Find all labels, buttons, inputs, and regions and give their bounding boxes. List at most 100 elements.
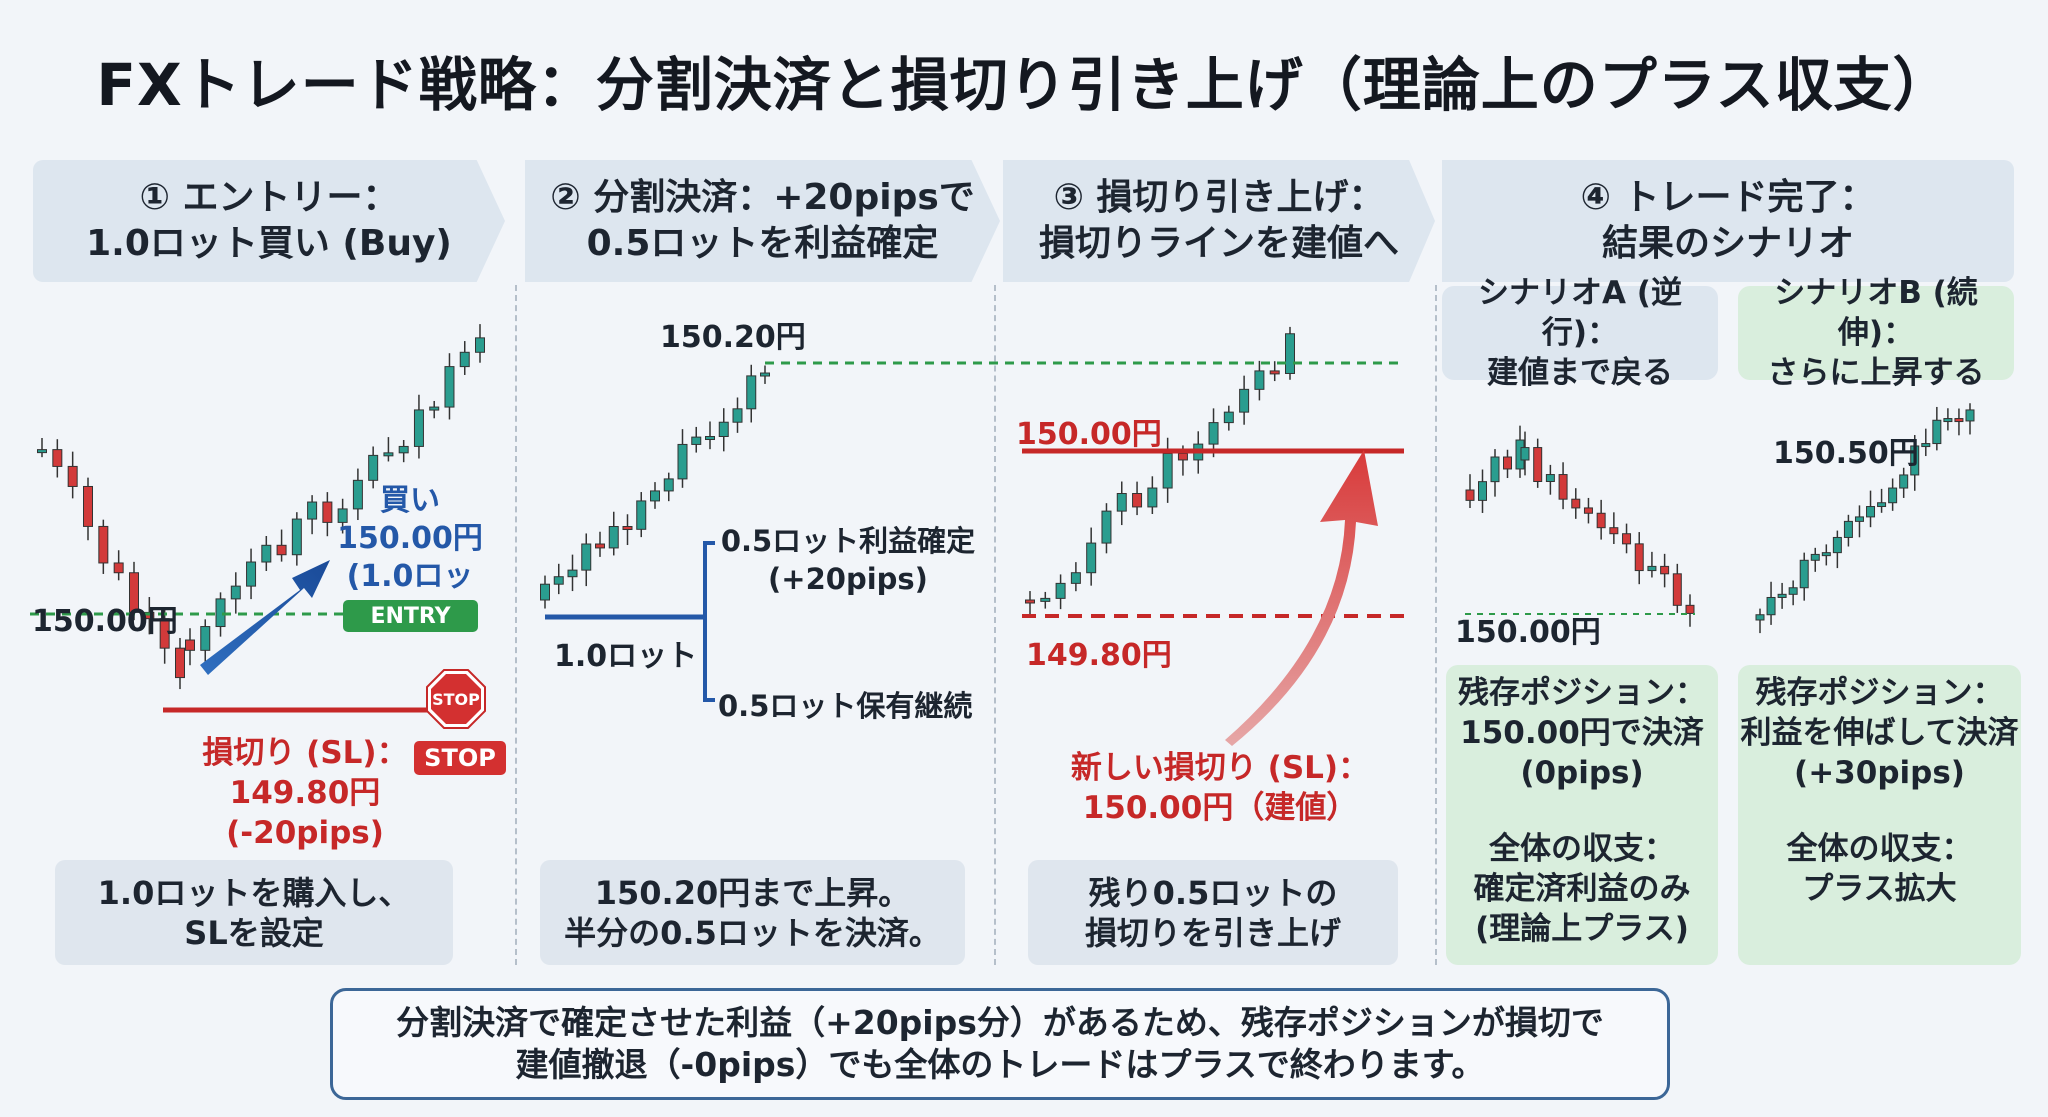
- candle-body: [337, 508, 348, 523]
- candle-body: [352, 479, 363, 510]
- scenario-b-price: 150.50円: [1773, 436, 1919, 471]
- step4-header: ④ トレード完了： 結果のシナリオ: [1442, 160, 2014, 282]
- candle-body: [1910, 445, 1920, 476]
- candle-body: [1465, 489, 1475, 501]
- candle-body: [1208, 422, 1219, 445]
- candle-body: [1685, 604, 1695, 614]
- candle-body: [1478, 481, 1487, 501]
- candle-body: [1660, 565, 1670, 575]
- candle-body: [1571, 498, 1581, 509]
- candle-body: [37, 449, 47, 454]
- candle-body: [1223, 411, 1234, 424]
- buy-arrow: [200, 560, 330, 675]
- candle-body: [1025, 599, 1035, 604]
- lot-label: 1.0ロット: [554, 639, 698, 674]
- candle-body: [1596, 512, 1606, 529]
- scenario-b-result: 残存ポジション： 利益を伸ばして決済 (+30pips) 全体の収支： プラス拡…: [1738, 665, 2021, 965]
- candle-body: [1162, 452, 1173, 489]
- candle-body: [1116, 493, 1127, 512]
- candle-body: [291, 518, 302, 556]
- branch-top-label: 0.5ロット利益確定 (+20pips): [720, 524, 976, 596]
- candle-body: [459, 351, 470, 368]
- panel1-note: 1.0ロットを購入し、 SLを設定: [55, 860, 453, 965]
- candle-body: [52, 449, 63, 467]
- candle-body: [1558, 474, 1568, 500]
- raise-sl-arrow: [1225, 450, 1378, 746]
- new-level-label: 150.00円: [1016, 417, 1162, 452]
- candle-body: [1888, 487, 1898, 504]
- scenario-a-title: シナリオA (逆行)： 建値まで戻る: [1442, 275, 1718, 391]
- candle-body: [1177, 452, 1188, 461]
- candle-body: [129, 572, 139, 613]
- candle-body: [185, 639, 195, 651]
- scenario-b-total: 全体の収支： プラス拡大: [1786, 831, 1973, 907]
- candle-body: [398, 445, 409, 454]
- candle-body: [1147, 487, 1158, 508]
- candle-body: [429, 406, 440, 411]
- candle-body: [83, 485, 93, 527]
- scenario-b-title: シナリオB (続伸)： さらに上昇する: [1738, 275, 2014, 391]
- divider-3: [1435, 285, 1437, 965]
- candle-body: [1921, 443, 1931, 448]
- candle-body: [1943, 418, 1953, 423]
- candle-body: [1583, 507, 1593, 514]
- candle-body: [383, 452, 394, 457]
- candle-body: [144, 611, 155, 620]
- candle-body: [1634, 543, 1644, 572]
- candle-body: [1777, 593, 1787, 598]
- candle-body: [663, 478, 674, 492]
- divider-2: [994, 285, 996, 965]
- candle-body: [1254, 370, 1265, 390]
- summary-footer: 分割決済で確定させた利益（+20pips分）があるため、残存ポジションが損切で …: [330, 988, 1670, 1100]
- candle-body: [230, 585, 241, 600]
- candle-body: [444, 366, 455, 408]
- candle-body: [1788, 587, 1798, 595]
- candle-body: [113, 562, 124, 574]
- old-level-label: 149.80円: [1026, 638, 1172, 673]
- stop-sign-label: STOP: [432, 690, 480, 709]
- candle-body: [1766, 596, 1776, 616]
- scenario-a-position: 残存ポジション： 150.00円で決済 (0pips): [1458, 675, 1706, 791]
- candle-body: [608, 526, 619, 549]
- candle-body: [540, 583, 550, 601]
- scenario-a-price: 150.00円: [1455, 615, 1601, 650]
- candle-body: [718, 421, 729, 438]
- candle-body: [475, 337, 485, 353]
- candle-body: [1070, 572, 1081, 584]
- candle-body: [1866, 506, 1876, 518]
- candle-body: [622, 526, 633, 531]
- candle-body: [1755, 614, 1765, 621]
- candle-body: [1609, 527, 1619, 535]
- candle-body: [553, 576, 564, 585]
- panel1-price-label: 150.00円: [32, 604, 178, 639]
- candle-body: [67, 465, 78, 487]
- panel3-note: 残り0.5ロットの 損切りを引き上げ: [1028, 860, 1398, 965]
- candle-body: [1672, 573, 1682, 606]
- stop-sign-icon: [426, 669, 486, 729]
- candle-body: [677, 443, 688, 480]
- candle-body: [581, 543, 592, 571]
- step2-header: ② 分割決済：+20pipsで 0.5ロットを利益確定: [525, 160, 1000, 282]
- candle-body: [1954, 418, 1964, 423]
- page-title: FXトレード戦略：分割決済と損切り引き上げ（理論上のプラス収支）: [96, 51, 1952, 119]
- divider-1: [515, 285, 517, 965]
- candle-body: [1490, 456, 1500, 483]
- candle-body: [1086, 542, 1097, 574]
- candle-body: [276, 544, 287, 556]
- panel2-top-price: 150.20円: [660, 320, 806, 355]
- candle-body: [732, 408, 743, 423]
- candle-body: [1622, 533, 1632, 545]
- branch-bracket: [690, 541, 715, 702]
- candle-body: [1533, 447, 1543, 483]
- candle-body: [1647, 565, 1657, 572]
- candle-body: [595, 543, 605, 549]
- candle-body: [1810, 553, 1820, 561]
- candle-body: [413, 409, 424, 447]
- candle-body: [691, 436, 702, 445]
- candle-body: [760, 372, 770, 377]
- candle-body: [1040, 597, 1051, 602]
- candle-body: [98, 525, 109, 564]
- candle-body: [746, 375, 757, 410]
- candle-body: [1285, 333, 1295, 374]
- step1-header: ① エントリー： 1.0ロット買い (Buy): [33, 160, 505, 282]
